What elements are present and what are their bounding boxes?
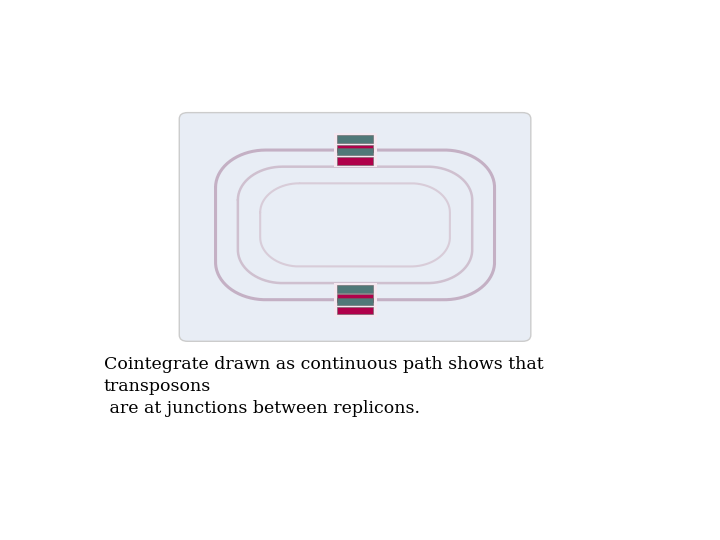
FancyBboxPatch shape <box>337 145 373 152</box>
FancyBboxPatch shape <box>333 295 377 317</box>
FancyBboxPatch shape <box>337 294 373 302</box>
FancyBboxPatch shape <box>337 298 373 305</box>
FancyBboxPatch shape <box>337 307 373 314</box>
FancyBboxPatch shape <box>179 113 531 341</box>
FancyBboxPatch shape <box>333 133 377 154</box>
FancyBboxPatch shape <box>337 157 373 165</box>
Text: Cointegrate drawn as continuous path shows that
transposons
 are at junctions be: Cointegrate drawn as continuous path sho… <box>104 356 544 417</box>
FancyBboxPatch shape <box>337 136 373 143</box>
FancyBboxPatch shape <box>337 285 373 293</box>
FancyBboxPatch shape <box>333 145 377 167</box>
FancyBboxPatch shape <box>337 148 373 156</box>
FancyBboxPatch shape <box>333 282 377 305</box>
